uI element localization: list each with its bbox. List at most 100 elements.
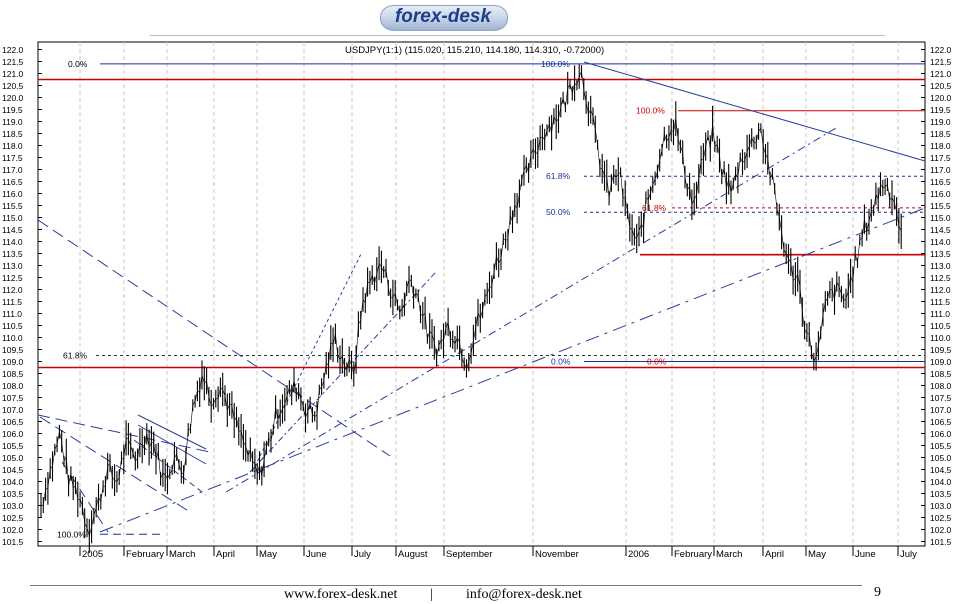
month-label: February xyxy=(126,549,164,560)
y-tick-label-right: 108.5 xyxy=(930,369,952,379)
y-tick-label-left: 103.0 xyxy=(2,501,24,511)
y-tick-label-right: 102.0 xyxy=(930,525,952,535)
trend-line xyxy=(61,461,109,533)
y-tick-label-left: 107.0 xyxy=(2,405,24,415)
y-tick-label-right: 107.5 xyxy=(930,393,952,403)
logo-swoosh xyxy=(380,5,508,31)
y-tick-label-left: 119.5 xyxy=(2,105,23,115)
y-tick-label-right: 117.5 xyxy=(930,153,951,163)
fib-level-label: 100.0% xyxy=(541,59,570,69)
month-label: February xyxy=(674,549,712,560)
y-tick-label-right: 104.0 xyxy=(930,477,952,487)
y-tick-label-left: 120.0 xyxy=(2,93,24,103)
y-tick-label-right: 105.0 xyxy=(930,453,952,463)
fib-level-label: 0.0% xyxy=(647,357,667,367)
y-tick-label-right: 106.5 xyxy=(930,417,952,427)
y-tick-label-right: 122.0 xyxy=(930,45,952,55)
fib-level-label: 61.8% xyxy=(546,171,571,181)
y-tick-label-right: 107.0 xyxy=(930,405,952,415)
usdjpy-chart: 2005 February March April May June July August S… xyxy=(2,41,952,560)
plot-frame xyxy=(37,41,926,547)
y-tick-label-right: 114.0 xyxy=(930,237,951,247)
y-tick-label-right: 113.5 xyxy=(930,249,951,259)
y-tick-label-left: 109.0 xyxy=(2,357,24,367)
y-tick-label-right: 119.5 xyxy=(930,105,951,115)
trend-line xyxy=(251,251,363,473)
y-tick-label-right: 103.5 xyxy=(930,489,952,499)
y-tick-label-right: 103.0 xyxy=(930,501,952,511)
trend-line xyxy=(37,414,211,453)
y-tick-label-left: 109.5 xyxy=(2,345,24,355)
price-line xyxy=(40,70,902,538)
y-tick-label-right: 113.0 xyxy=(930,261,951,271)
fib-level-label: 0.0% xyxy=(551,357,571,367)
y-tick-label-right: 109.5 xyxy=(930,345,952,355)
fib-level-label: 61.8% xyxy=(642,203,667,213)
y-tick-label-left: 115.0 xyxy=(2,213,23,223)
y-tick-label-left: 106.5 xyxy=(2,417,24,427)
y-tick-label-right: 116.5 xyxy=(930,177,951,187)
fib-level-label: 61.8% xyxy=(63,351,88,361)
price-series xyxy=(40,64,902,554)
y-tick-label-left: 121.5 xyxy=(2,57,24,67)
trend-line xyxy=(137,414,207,450)
y-tick-label-right: 114.5 xyxy=(930,225,951,235)
y-tick-label-left: 116.5 xyxy=(2,177,23,187)
y-tick-label-left: 110.5 xyxy=(2,321,23,331)
y-tick-label-left: 104.0 xyxy=(2,477,24,487)
month-label: April xyxy=(765,549,784,560)
y-tick-label-right: 117.0 xyxy=(930,165,951,175)
month-label: June xyxy=(855,549,876,560)
footer-separator: | xyxy=(430,587,433,602)
y-tick-label-right: 115.0 xyxy=(930,213,951,223)
fib-level-label: 100.0% xyxy=(57,529,86,539)
y-tick-label-right: 110.5 xyxy=(930,321,951,331)
y-tick-label-left: 103.5 xyxy=(2,489,24,499)
y-tick-label-right: 121.5 xyxy=(930,57,952,67)
y-tick-label-right: 102.5 xyxy=(930,513,952,523)
y-tick-label-left: 117.0 xyxy=(2,165,23,175)
y-tick-label-left: 116.0 xyxy=(2,189,23,199)
y-tick-label-left: 113.0 xyxy=(2,261,23,271)
y-tick-label-left: 111.5 xyxy=(2,297,22,307)
fib-level-label: 100.0% xyxy=(636,106,665,116)
month-label: May xyxy=(259,549,277,560)
y-tick-label-right: 112.5 xyxy=(930,273,951,283)
logo-text: forex-desk xyxy=(394,6,492,27)
trend-line xyxy=(39,416,191,513)
y-tick-label-left: 106.0 xyxy=(2,429,24,439)
month-label: September xyxy=(446,549,492,560)
month-label: November xyxy=(535,549,579,560)
y-tick-label-left: 111.0 xyxy=(2,309,22,319)
fib-level-label: 0.0% xyxy=(68,59,88,69)
y-tick-label-left: 107.5 xyxy=(2,393,24,403)
footer: www.forex-desk.net | info@forex-desk.net… xyxy=(0,585,960,604)
footer-email[interactable]: info@forex-desk.net xyxy=(466,587,582,602)
trend-line xyxy=(133,439,207,496)
month-label: July xyxy=(354,549,371,560)
y-tick-label-left: 117.5 xyxy=(2,153,23,163)
header-divider xyxy=(150,35,885,36)
y-tick-label-left: 105.0 xyxy=(2,453,24,463)
y-tick-label-right: 101.5 xyxy=(930,537,952,547)
y-tick-label-right: 105.5 xyxy=(930,441,952,451)
y-tick-label-right: 104.5 xyxy=(930,465,952,475)
y-tick-label-right: 119.0 xyxy=(930,117,951,127)
y-tick-label-right: 120.0 xyxy=(930,93,952,103)
y-tick-label-right: 109.0 xyxy=(930,357,952,367)
footer-website[interactable]: www.forex-desk.net xyxy=(284,587,398,602)
y-tick-label-left: 108.5 xyxy=(2,369,24,379)
y-tick-label-left: 114.0 xyxy=(2,237,23,247)
month-label: August xyxy=(398,549,428,560)
y-tick-label-right: 120.5 xyxy=(930,81,952,91)
page-number: 9 xyxy=(874,585,881,600)
y-tick-label-left: 104.5 xyxy=(2,465,24,475)
y-tick-label-left: 102.0 xyxy=(2,525,24,535)
y-tick-label-right: 108.0 xyxy=(930,381,952,391)
y-tick-label-left: 108.0 xyxy=(2,381,24,391)
month-label: 2005 xyxy=(82,549,103,560)
y-tick-label-right: 118.0 xyxy=(930,141,951,151)
y-tick-label-left: 114.5 xyxy=(2,225,23,235)
y-tick-label-right: 116.0 xyxy=(930,189,951,199)
footer-divider xyxy=(30,585,862,586)
